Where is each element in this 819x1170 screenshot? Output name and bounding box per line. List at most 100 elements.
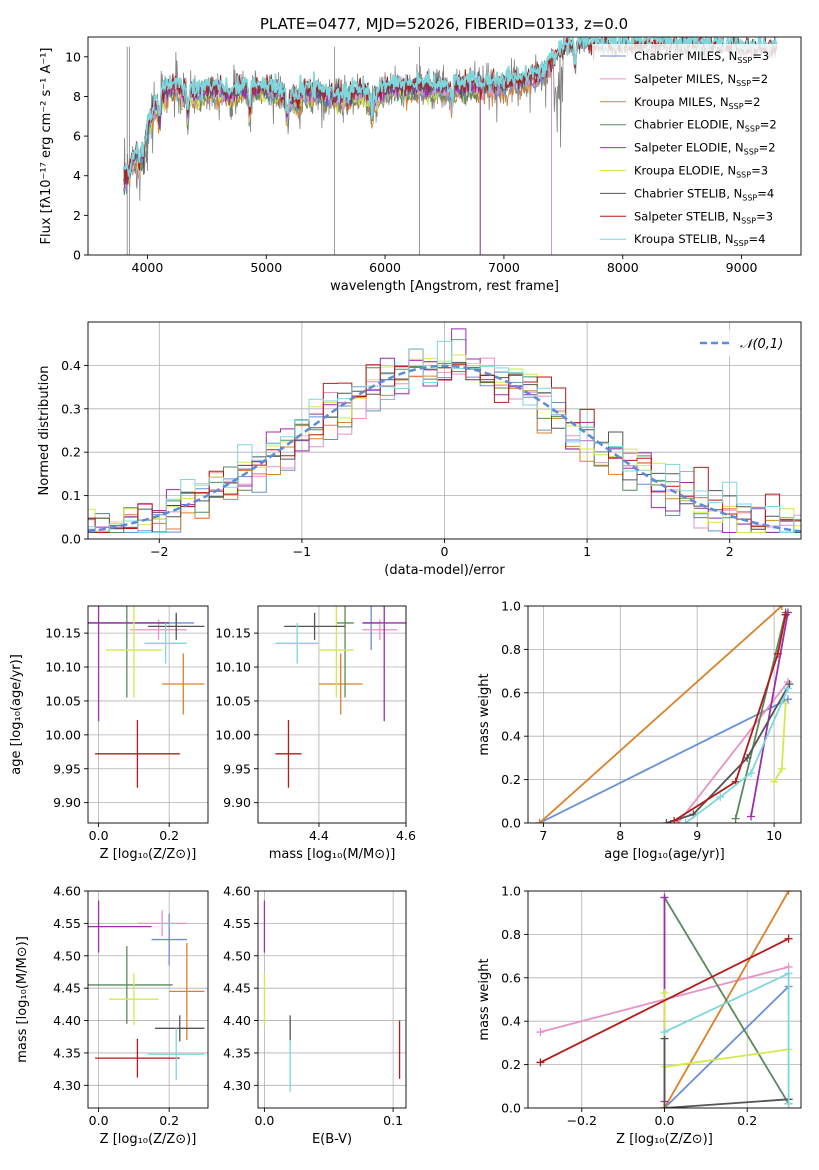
y-tick-label: 10.00	[45, 727, 81, 742]
y-tick-label: 9.90	[53, 795, 81, 810]
y-tick-label: 4.35	[53, 1045, 81, 1060]
axes-frame-group: 7 8 9 10 0.0 0.2 0.4 0.6 0.8 1.0 age [log₁₀(age/yr…	[477, 599, 802, 862]
y-tick-label: 10.15	[215, 626, 251, 641]
axes-frame-group: 0.0 0.2 4.30 4.35 4.40 4.45 4.50 4.55 4.60 Z [log…	[15, 884, 209, 1147]
weight-marker	[781, 610, 790, 619]
weight-line-chabrier_miles	[539, 698, 789, 823]
plot-area	[528, 891, 801, 1108]
legend-label: Salpeter STELIB, NSSP=3	[634, 209, 773, 225]
axes-frame-group: 4000 5000 6000 7000 8000 9000 0 2 4 6 8 10 wavelengt…	[39, 36, 802, 294]
plot-area	[528, 606, 801, 823]
legend-subscript: SSP	[736, 79, 751, 88]
legend-subscript: SSP	[737, 56, 752, 65]
x-tick-label: 0.1	[383, 1113, 403, 1128]
y-tick-label: 4.55	[223, 916, 251, 931]
y-tick-label: 0	[73, 248, 81, 263]
plot-area	[88, 606, 208, 823]
x-tick-label: 8000	[607, 260, 639, 275]
axes-age_vs_Z: 0.0 0.2 9.90 9.95 10.00 10.05 10.10 10.15 Z [log…	[9, 605, 209, 862]
y-tick-label: 4.60	[53, 884, 81, 899]
y-tick-label: 0.0	[501, 1101, 521, 1116]
x-tick-label: 4.6	[396, 828, 416, 843]
weight-line-chabrier_elodie	[734, 612, 787, 819]
y-tick-label: 4.45	[53, 981, 81, 996]
y-tick-label: 0.6	[501, 970, 521, 985]
x-axis-label: Z [log₁₀(Z/Z⊙)]	[100, 847, 197, 862]
y-axis-label: Normed distribution	[37, 366, 52, 496]
histogram-kroupa_stelib	[88, 340, 801, 533]
x-axis-label: E(B-V)	[312, 1132, 352, 1147]
weight-marker	[716, 792, 725, 801]
legend-label: Salpeter MILES, NSSP=2	[634, 72, 768, 88]
axes-mass_vs_Z: 0.0 0.2 4.30 4.35 4.40 4.45 4.50 4.55 4.60 Z [log…	[15, 884, 209, 1147]
axes-frame	[87, 605, 209, 824]
x-axis-label: wavelength [Angstrom, rest frame]	[330, 279, 559, 294]
residual-legend: 𝒩(0,1)	[694, 330, 796, 356]
y-tick-label: 8	[73, 89, 81, 104]
y-tick-label: 4.35	[223, 1045, 251, 1060]
x-tick-label: 5000	[250, 260, 282, 275]
legend-label: Kroupa STELIB, NSSP=4	[634, 232, 765, 248]
x-tick-label: 7	[539, 828, 547, 843]
figure-title: PLATE=0477, MJD=52026, FIBERID=0133, z=0…	[260, 15, 628, 33]
x-tick-label: −1	[293, 544, 311, 559]
weight-line-chabrier_stelib	[666, 683, 791, 823]
weight-marker	[747, 769, 756, 778]
weight-line-chabrier_miles	[663, 985, 790, 1108]
y-tick-label: 4.55	[53, 916, 81, 931]
weight-line-salpeter_miles	[677, 681, 789, 823]
axes-frame-group: 0.0 0.2 9.90 9.95 10.00 10.05 10.10 10.15 Z [log…	[9, 605, 209, 862]
legend-label: 𝒩(0,1)	[740, 337, 783, 352]
weight-marker	[681, 819, 690, 823]
model-spectrum-kroupa_stelib	[123, 37, 778, 177]
weight-marker	[783, 684, 792, 693]
axes-frame-group: 0.0 0.1 4.30 4.35 4.40 4.45 4.50 4.55 4.60 E(B-V)	[223, 884, 407, 1147]
axes-age_vs_mass: 4.4 4.6 9.90 9.95 10.00 10.05 10.10 10.15 mass […	[215, 605, 416, 862]
weight-marker	[783, 695, 792, 704]
legend-count: =4	[749, 232, 766, 246]
y-tick-label: 1.0	[501, 884, 521, 899]
x-tick-label: −2	[150, 544, 168, 559]
y-tick-label: 4.30	[223, 1078, 251, 1093]
weight-line-salpeter_stelib	[673, 614, 787, 822]
weight-marker	[785, 680, 794, 689]
x-tick-label: 10	[766, 828, 782, 843]
x-tick-label: 7000	[488, 260, 520, 275]
plot-area	[258, 606, 406, 823]
y-tick-label: 1.0	[501, 599, 521, 614]
legend-label: Chabrier MILES, NSSP=3	[634, 49, 769, 65]
x-tick-label: 9000	[726, 260, 758, 275]
x-tick-label: 0.2	[159, 1113, 179, 1128]
legend-label: Kroupa ELODIE, NSSP=3	[634, 164, 768, 180]
y-tick-label: 0.0	[61, 532, 81, 547]
y-tick-label: 0.6	[501, 685, 521, 700]
legend-count: =4	[757, 186, 774, 200]
y-tick-label: 0.4	[501, 729, 521, 744]
y-tick-label: 9.95	[53, 761, 81, 776]
legend-count: =2	[760, 118, 777, 132]
weight-marker	[777, 764, 786, 773]
y-tick-label: 4	[73, 168, 81, 183]
weight-line-chabrier_elodie	[663, 897, 790, 1105]
y-tick-label: 0.0	[501, 816, 521, 831]
y-tick-label: 4.30	[53, 1078, 81, 1093]
weight-marker	[660, 893, 669, 902]
y-tick-label: 0.2	[501, 772, 521, 787]
legend-subscript: SSP	[742, 193, 757, 202]
axes-mass_vs_ebv: 0.0 0.1 4.30 4.35 4.40 4.45 4.50 4.55 4.60 E(B-V)	[223, 884, 407, 1147]
y-axis-label: Flux [fλ10⁻¹⁷ erg cm⁻² s⁻¹ A⁻¹]	[39, 48, 54, 245]
x-tick-label: 0.0	[89, 828, 109, 843]
weight-marker	[535, 819, 544, 823]
weight-marker	[747, 812, 756, 821]
y-tick-label: 0.1	[61, 488, 81, 503]
weight-marker	[660, 1028, 669, 1037]
axes-frame-group: −0.2 0.0 0.2 0.0 0.2 0.4 0.6 0.8 1.0 Z [log₁₀(Z/Z…	[477, 884, 802, 1147]
x-tick-label: 0	[441, 544, 449, 559]
legend-label: Chabrier ELODIE, NSSP=2	[634, 118, 777, 134]
legend-count: =3	[751, 164, 768, 178]
axes-residuals: −2 −1 0 1 2 0.0 0.1 0.2 0.3 0.4 (data-model)/error…	[37, 321, 802, 578]
weight-marker	[773, 649, 782, 658]
y-tick-label: 10.05	[215, 693, 251, 708]
legend-count: =2	[759, 141, 776, 155]
